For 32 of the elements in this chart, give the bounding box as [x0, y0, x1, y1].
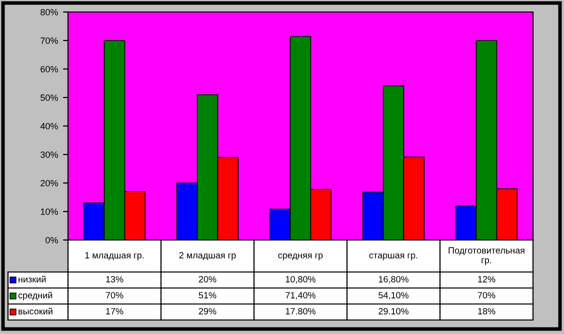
data-label: 54,10% [378, 292, 408, 300]
y-tick-label: 60% [40, 66, 58, 72]
y-tick-label: 40% [40, 122, 58, 130]
y-tick-label: 20% [40, 180, 58, 186]
data-label: 70% [478, 292, 496, 298]
data-label: 51% [198, 292, 216, 298]
x-tick-label: Подготовительная гр. [448, 247, 524, 266]
legend-label: средний [18, 292, 52, 300]
y-tick-label: 10% [40, 208, 58, 215]
y-tick-label: 50% [40, 94, 58, 101]
data-label: 29% [198, 308, 216, 314]
data-label: 70% [106, 292, 124, 298]
data-label: 71,40% [286, 292, 316, 300]
x-tick-label: 1 младшая гр. [85, 252, 144, 260]
x-tick-label: 2 младшая гр [179, 252, 236, 260]
y-tick-label: 0% [46, 236, 58, 244]
y-tick-label: 30% [40, 151, 58, 158]
legend-label: высокий [18, 308, 52, 314]
legend-label: низкий [18, 276, 46, 282]
data-label: 18% [478, 308, 496, 314]
data-label: 16,80% [378, 276, 408, 284]
data-label: 20% [198, 276, 216, 282]
x-tick-label: старшая гр. [369, 253, 418, 260]
data-label: 29.10% [378, 308, 408, 314]
data-label: 12% [478, 276, 496, 282]
data-label: 17% [106, 308, 124, 314]
data-label: 13% [106, 276, 124, 282]
y-tick-label: 70% [40, 37, 58, 44]
data-label: 10,80% [286, 276, 316, 284]
y-tick-label: 80% [40, 8, 58, 16]
x-tick-label: средняя гр [278, 253, 323, 260]
data-label: 17.80% [286, 308, 316, 314]
